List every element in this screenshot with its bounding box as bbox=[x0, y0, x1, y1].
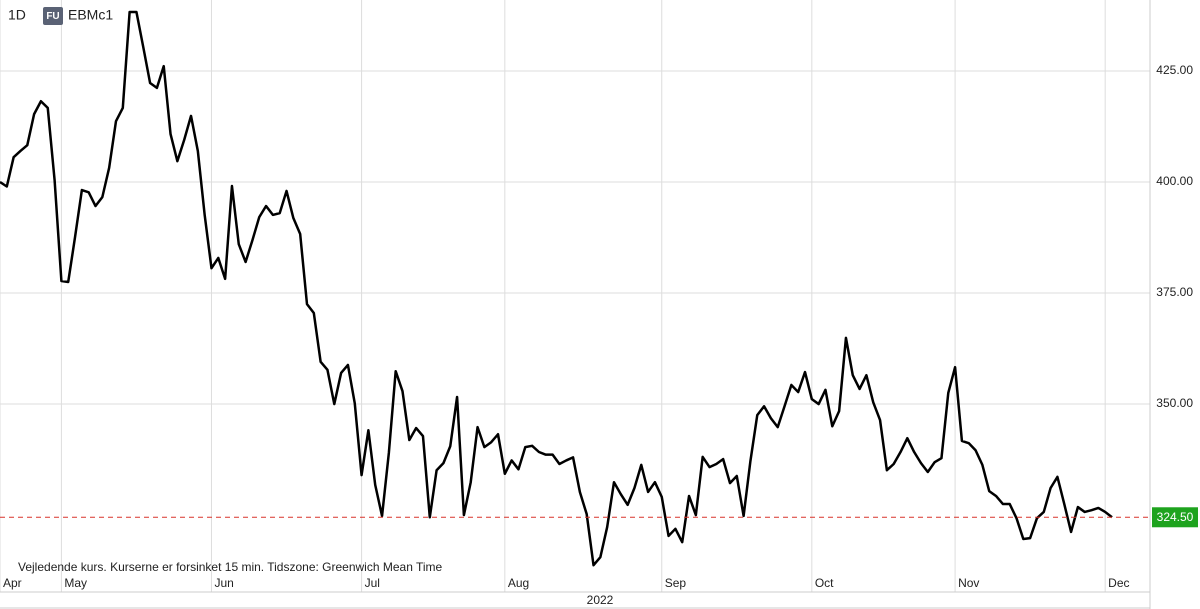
x-tick-label: Apr bbox=[3, 576, 22, 590]
y-tick-label: 375.00 bbox=[1156, 285, 1193, 299]
x-tick-label: Nov bbox=[958, 576, 979, 590]
interval: 1D bbox=[8, 7, 26, 23]
x-tick-label: Sep bbox=[665, 576, 687, 590]
x-tick-label: May bbox=[64, 576, 87, 590]
symbol: EBMc1 bbox=[68, 7, 113, 23]
last-value-label: 324.50 bbox=[1157, 510, 1194, 524]
price-line bbox=[0, 10, 1113, 567]
x-tick-label: Aug bbox=[508, 576, 529, 590]
y-tick-label: 350.00 bbox=[1156, 396, 1193, 410]
x-tick-label: Oct bbox=[815, 576, 834, 590]
note: Vejledende kurs. Kurserne er forsinket 1… bbox=[18, 560, 443, 574]
year-label: 2022 bbox=[587, 593, 614, 607]
badge-box bbox=[43, 7, 63, 25]
last-value-box bbox=[1152, 507, 1198, 528]
badge: FU bbox=[46, 11, 59, 22]
x-tick-label: Jul bbox=[365, 576, 380, 590]
y-tick-label: 400.00 bbox=[1156, 174, 1193, 188]
y-tick-label: 425.00 bbox=[1156, 63, 1193, 77]
x-tick-label: Jun bbox=[214, 576, 233, 590]
x-tick-label: Dec bbox=[1108, 576, 1129, 590]
